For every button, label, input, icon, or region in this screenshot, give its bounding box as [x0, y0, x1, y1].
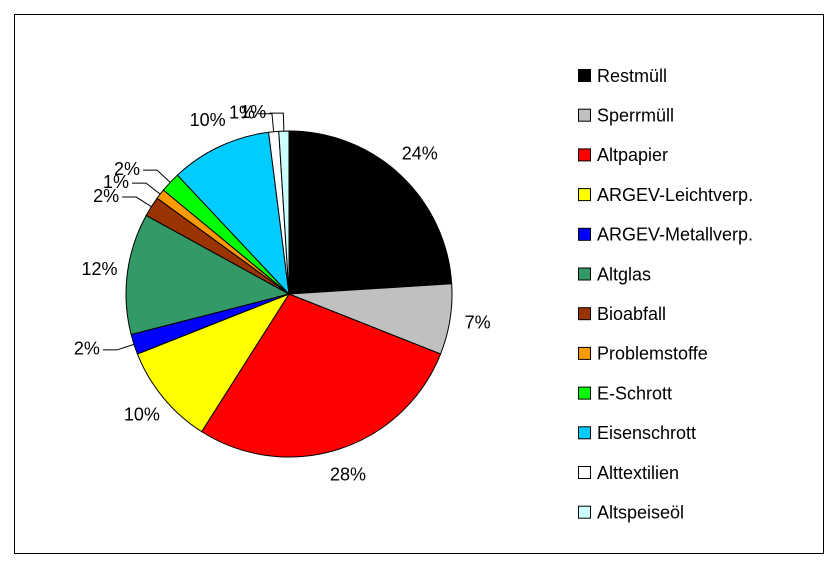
legend-swatch	[578, 267, 591, 281]
legend-swatch	[578, 69, 591, 82]
leader-line	[257, 113, 275, 132]
legend-swatch	[578, 386, 591, 400]
legend-label: Problemstoffe	[597, 344, 708, 364]
leader-line	[131, 182, 161, 195]
legend-label: Alttextilien	[597, 463, 679, 483]
legend-label: ARGEV-Metallverp.	[597, 225, 753, 245]
leader-line	[122, 196, 152, 208]
legend-swatch	[578, 505, 591, 519]
legend-label: Altpapier	[597, 145, 668, 165]
leader-line	[269, 112, 285, 132]
pie-slice	[125, 214, 291, 336]
data-label: 10%	[190, 110, 226, 130]
data-label: 1%	[229, 103, 255, 123]
legend-label: Bioabfall	[597, 304, 666, 324]
legend-swatch	[578, 148, 591, 162]
legend-label: Altglas	[597, 264, 651, 284]
leader-line	[102, 343, 135, 351]
data-label: 1%	[103, 172, 129, 192]
data-label: 2%	[114, 159, 140, 179]
data-label: 28%	[330, 464, 366, 484]
legend-label: Altspeiseöl	[597, 502, 684, 522]
leader-line	[143, 169, 171, 183]
legend-swatch	[578, 108, 591, 122]
legend-swatch	[578, 188, 591, 202]
legend-label: E-Schrott	[597, 383, 672, 403]
pie-slice	[288, 130, 453, 295]
data-label: 24%	[402, 144, 438, 164]
legend-swatch	[578, 307, 591, 321]
pie-slice	[278, 130, 290, 295]
data-label: 10%	[124, 404, 160, 424]
legend-label: ARGEV-Leichtverp.	[597, 185, 753, 205]
legend-label: Sperrmüll	[597, 105, 674, 125]
pie-slice	[176, 131, 290, 296]
legend-swatch	[578, 426, 591, 440]
data-label: 12%	[81, 259, 117, 279]
data-label: 7%	[465, 313, 491, 333]
pie-slice	[200, 293, 442, 458]
data-label: 2%	[93, 186, 119, 206]
pie-slice	[136, 292, 291, 433]
legend-label: Restmüll	[597, 66, 667, 86]
legend-swatch	[578, 346, 591, 360]
legend-swatch	[578, 466, 591, 479]
legend-label: Eisenschrott	[597, 423, 696, 443]
legend-swatch	[578, 227, 591, 241]
data-label: 1%	[240, 102, 266, 122]
data-label: 2%	[74, 339, 100, 359]
